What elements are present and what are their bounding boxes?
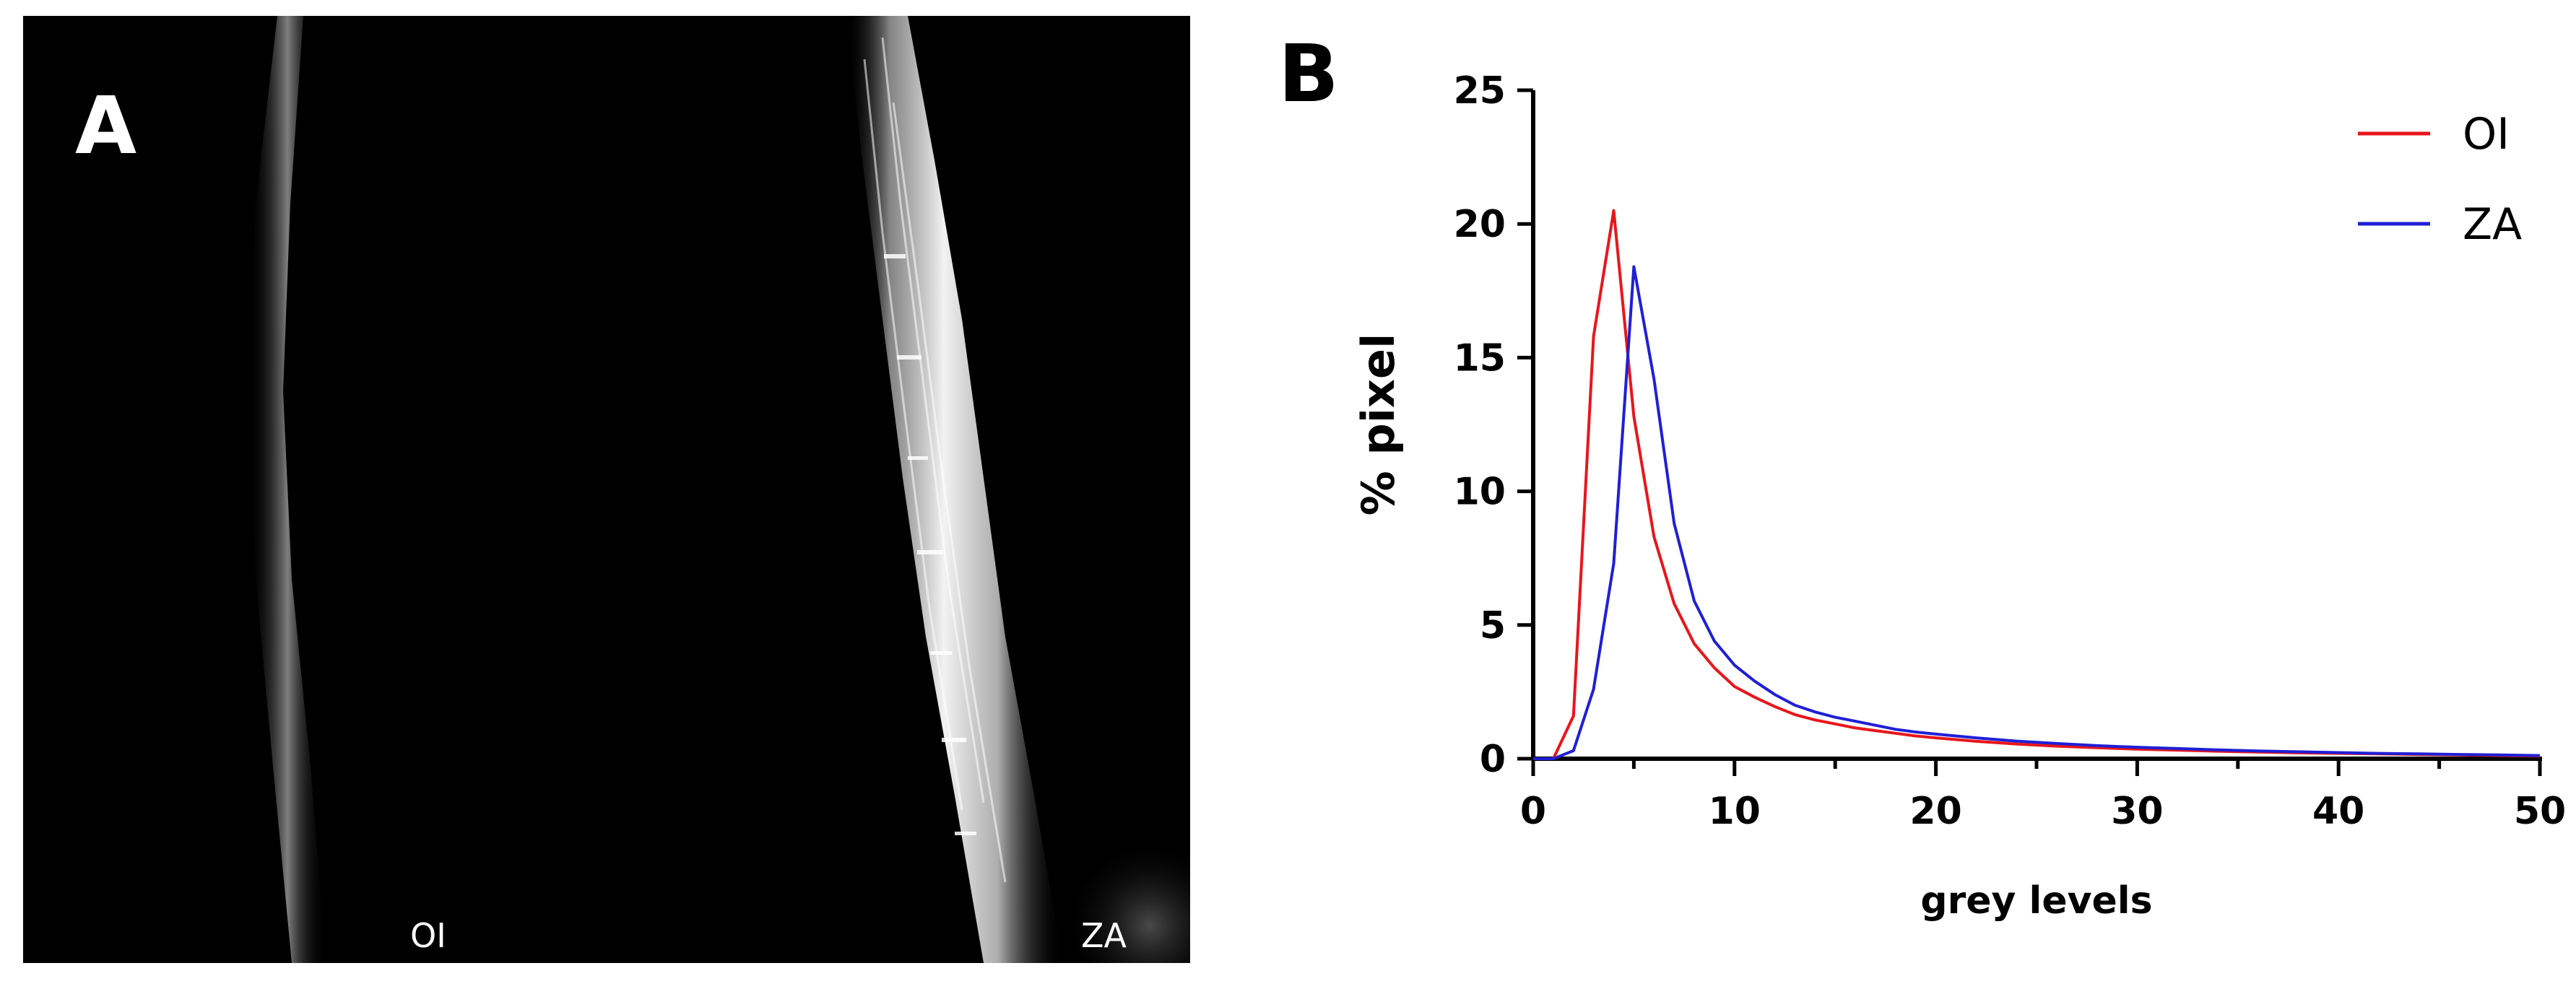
micrograph-image: A OI ZA (23, 16, 1190, 963)
za-fiber (846, 16, 1063, 963)
x-axis-title: grey levels (1920, 879, 2152, 923)
oi-fiber (248, 16, 326, 963)
panel-a-letter: A (75, 79, 136, 172)
x-tick-label: 40 (2312, 790, 2364, 833)
series-layer (1533, 209, 2541, 760)
y-tick-label: 0 (1480, 738, 1506, 781)
y-tick-label: 25 (1454, 69, 1506, 113)
oi-image-label: OI (410, 916, 446, 955)
series-line-za (1533, 265, 2541, 760)
x-tick-label: 50 (2514, 790, 2566, 833)
y-tick-label: 5 (1480, 604, 1506, 648)
legend-label-za: ZA (2463, 199, 2522, 250)
micrograph-panel: A OI ZA (23, 16, 1190, 963)
x-tick-label: 10 (1709, 790, 1761, 833)
series-line-oi (1533, 209, 2541, 760)
y-tick-label: 10 (1454, 471, 1506, 514)
chart-legend: OI ZA (2358, 109, 2522, 250)
chart-axes: 0 5 10 15 20 25 0 10 20 30 40 50 (1454, 69, 2567, 833)
x-tick-label: 20 (1909, 790, 1961, 833)
legend-label-oi: OI (2463, 109, 2510, 160)
histogram-chart: B 0 5 10 15 20 25 0 10 20 30 40 50 OI ZA grey levels… (1278, 27, 2567, 923)
chart-panel: B 0 5 10 15 20 25 0 10 20 30 40 50 OI ZA grey levels… (1228, 0, 2576, 989)
za-image-label: ZA (1081, 916, 1127, 955)
y-tick-label: 15 (1454, 336, 1506, 380)
x-tick-label: 30 (2111, 790, 2163, 833)
x-tick-label: 0 (1520, 790, 1546, 833)
panel-b-letter: B (1278, 27, 1339, 120)
y-axis-title: % pixel (1352, 334, 1405, 516)
y-tick-label: 20 (1454, 203, 1506, 246)
